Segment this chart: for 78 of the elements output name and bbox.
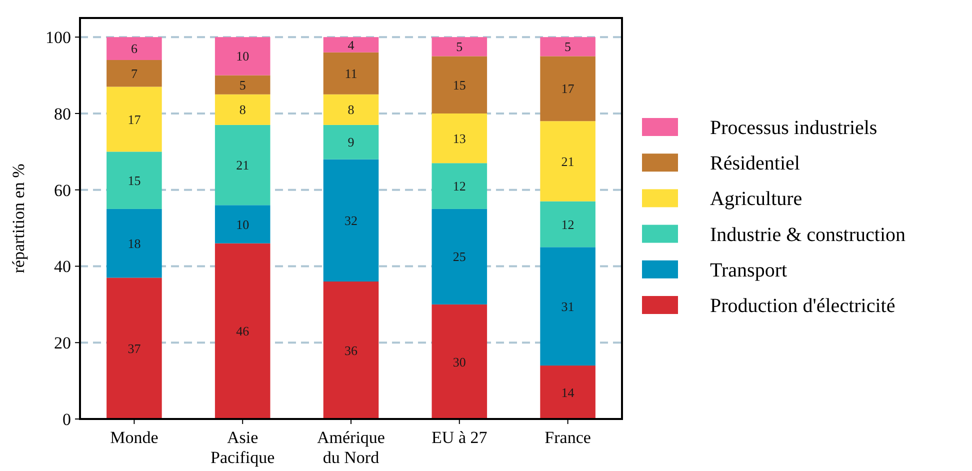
- bar: [432, 208, 488, 304]
- x-tick-label: Monde: [110, 428, 158, 447]
- bar: [540, 366, 596, 419]
- y-tick-label: 40: [54, 257, 71, 276]
- data-label: 12: [561, 216, 574, 232]
- data-label: 32: [344, 212, 358, 228]
- bar: [432, 163, 488, 209]
- bar: [540, 56, 596, 122]
- bar: [323, 52, 379, 94]
- data-label: 5: [564, 39, 572, 54]
- data-label: 21: [561, 154, 574, 169]
- bar: [106, 86, 162, 152]
- bar: [106, 152, 162, 209]
- legend-label: Industrie & construction: [710, 224, 906, 246]
- bar: [214, 75, 270, 94]
- data-label: 5: [239, 77, 246, 92]
- data-label: 17: [561, 81, 575, 96]
- legend-label: Processus industriels: [710, 117, 878, 139]
- y-tick-label: 100: [46, 28, 71, 48]
- bar: [214, 124, 270, 206]
- x-tick-label: EU à 27: [432, 428, 488, 447]
- legend-label: Production d'électricité: [710, 295, 896, 317]
- bar: [106, 60, 162, 87]
- bar: [323, 94, 379, 125]
- data-label: 21: [236, 158, 250, 173]
- legend-label: Agriculture: [710, 188, 802, 210]
- data-label: 15: [128, 172, 141, 188]
- x-tick-label: Amérique du Nord: [317, 428, 385, 467]
- data-label: 15: [452, 77, 466, 92]
- data-label: 36: [344, 342, 358, 358]
- data-label: 5: [456, 39, 463, 54]
- bar: [214, 37, 270, 76]
- y-tick-label: 0: [62, 410, 71, 429]
- data-label: 10: [236, 216, 250, 232]
- data-label: 46: [236, 324, 250, 339]
- bar: [106, 37, 162, 60]
- bar: [540, 37, 596, 56]
- bar: [432, 37, 488, 56]
- y-tick-label: 20: [54, 334, 71, 353]
- data-label: 10: [236, 48, 250, 64]
- data-label: 31: [561, 298, 574, 314]
- bar: [106, 278, 162, 419]
- y-tick-label: 80: [54, 104, 71, 124]
- bar: [540, 247, 596, 366]
- bar: [214, 205, 270, 244]
- y-tick-label: 60: [54, 180, 71, 200]
- data-label: 7: [130, 66, 138, 81]
- data-label: 13: [452, 130, 466, 146]
- data-label: 30: [452, 354, 466, 370]
- bar: [214, 94, 270, 125]
- bar: [432, 113, 488, 164]
- data-label: 12: [452, 178, 466, 194]
- bar: [323, 37, 379, 52]
- bar: [323, 282, 379, 419]
- x-tick-label: Asie Pacifique: [210, 428, 275, 467]
- data-label: 4: [348, 37, 355, 52]
- data-label: 25: [452, 249, 466, 264]
- data-label: 8: [239, 102, 246, 118]
- data-label: 11: [344, 66, 358, 81]
- legend-label: Résidentiel: [710, 152, 800, 175]
- bar: [540, 121, 596, 202]
- data-label: 17: [128, 112, 142, 127]
- bar: [540, 201, 596, 248]
- bar: [432, 56, 488, 114]
- x-tick-label: France: [544, 428, 591, 447]
- data-label: 9: [348, 134, 354, 150]
- bar: [106, 208, 162, 278]
- data-label: 8: [348, 102, 354, 118]
- data-label: 14: [561, 384, 575, 400]
- bar: [432, 304, 488, 419]
- bar: [214, 243, 270, 419]
- legend-label: Transport: [710, 259, 788, 282]
- data-label: 6: [130, 41, 138, 56]
- bar: [323, 124, 379, 160]
- data-label: 37: [128, 340, 142, 356]
- data-label: 18: [128, 236, 141, 251]
- y-axis-title: répartition en %: [9, 164, 28, 274]
- bar: [323, 159, 379, 282]
